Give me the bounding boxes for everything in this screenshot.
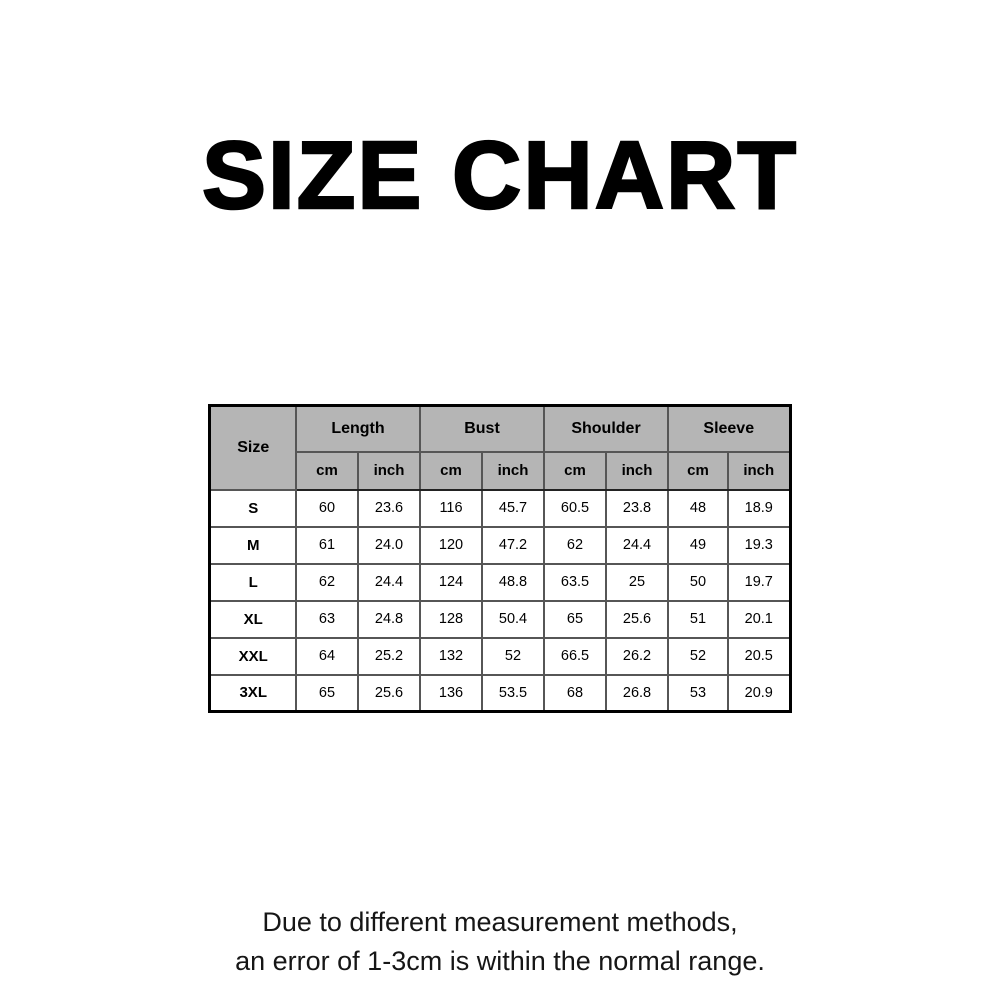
table-cell: 128 — [419, 599, 483, 639]
unit-length-inch: inch — [356, 450, 422, 491]
table-cell: 68 — [543, 673, 607, 713]
table-body: S 60 23.6 116 45.7 60.5 23.8 48 18.9 M 6… — [208, 488, 791, 713]
table-row-m: M 61 24.0 120 47.2 62 24.4 49 19.3 — [208, 525, 791, 565]
header-units-row: cm inch cm inch cm inch cm inch — [210, 450, 791, 491]
size-chart-table: Size Length Bust Shoulder Sleeve cm inch… — [208, 404, 792, 713]
header-sleeve: Sleeve — [667, 404, 791, 453]
table-cell: 19.3 — [727, 525, 791, 565]
table-cell: 25.6 — [356, 673, 422, 713]
table-cell: 49 — [667, 525, 729, 565]
table-cell: 60 — [294, 488, 359, 528]
table-cell: 19.7 — [727, 562, 791, 602]
table-row-xxl: XXL 64 25.2 132 52 66.5 26.2 52 20.5 — [208, 636, 791, 676]
table-row-l: L 62 24.4 124 48.8 63.5 25 50 19.7 — [208, 562, 791, 602]
unit-sleeve-cm: cm — [667, 450, 729, 491]
size-label: XXL — [208, 636, 297, 676]
table-cell: 136 — [419, 673, 483, 713]
unit-bust-inch: inch — [481, 450, 545, 491]
table-cell: 47.2 — [481, 525, 545, 565]
size-label: S — [208, 488, 297, 528]
table-cell: 48 — [667, 488, 729, 528]
table-header: Size Length Bust Shoulder Sleeve cm inch… — [208, 404, 791, 491]
unit-length-cm: cm — [294, 450, 359, 491]
table-cell: 132 — [419, 636, 483, 676]
table-cell: 24.8 — [356, 599, 422, 639]
size-label: M — [208, 525, 297, 565]
table-cell: 52 — [481, 636, 545, 676]
note-line-2: an error of 1-3cm is within the normal r… — [235, 946, 765, 976]
note-line-1: Due to different measurement methods, — [262, 907, 738, 937]
table-cell: 62 — [294, 562, 359, 602]
table-cell: 65 — [294, 673, 359, 713]
table-cell: 52 — [667, 636, 729, 676]
table-row-xl: XL 63 24.8 128 50.4 65 25.6 51 20.1 — [208, 599, 791, 639]
table-cell: 50.4 — [481, 599, 545, 639]
table-cell: 25.6 — [605, 599, 669, 639]
table-container: Size Length Bust Shoulder Sleeve cm inch… — [0, 404, 1000, 713]
header-bust: Bust — [419, 404, 545, 453]
table-cell: 116 — [419, 488, 483, 528]
header-size: Size — [208, 404, 297, 491]
size-label: XL — [208, 599, 297, 639]
page-title: SIZE CHART — [201, 122, 798, 229]
table-cell: 20.5 — [727, 636, 791, 676]
table-cell: 53.5 — [481, 673, 545, 713]
table-cell: 63.5 — [543, 562, 607, 602]
table-cell: 60.5 — [543, 488, 607, 528]
header-shoulder: Shoulder — [543, 404, 669, 453]
table-cell: 65 — [543, 599, 607, 639]
table-row-3xl: 3XL 65 25.6 136 53.5 68 26.8 53 20.9 — [208, 673, 791, 713]
table-cell: 23.8 — [605, 488, 669, 528]
size-label: 3XL — [208, 673, 297, 713]
header-group-row: Size Length Bust Shoulder Sleeve — [208, 404, 791, 491]
table-cell: 120 — [419, 525, 483, 565]
table-cell: 25.2 — [356, 636, 422, 676]
table-cell: 45.7 — [481, 488, 545, 528]
table-cell: 61 — [294, 525, 359, 565]
table-cell: 20.1 — [727, 599, 791, 639]
unit-shoulder-inch: inch — [605, 450, 669, 491]
unit-shoulder-cm: cm — [543, 450, 607, 491]
unit-bust-cm: cm — [419, 450, 483, 491]
table-cell: 25 — [605, 562, 669, 602]
table-cell: 124 — [419, 562, 483, 602]
table-cell: 53 — [667, 673, 729, 713]
table-row-s: S 60 23.6 116 45.7 60.5 23.8 48 18.9 — [208, 488, 791, 528]
table-cell: 63 — [294, 599, 359, 639]
table-cell: 64 — [294, 636, 359, 676]
table-cell: 62 — [543, 525, 607, 565]
table-cell: 66.5 — [543, 636, 607, 676]
table-cell: 26.2 — [605, 636, 669, 676]
table-cell: 20.9 — [727, 673, 791, 713]
table-cell: 50 — [667, 562, 729, 602]
unit-sleeve-inch: inch — [727, 450, 791, 491]
table-cell: 26.8 — [605, 673, 669, 713]
table-cell: 24.4 — [356, 562, 422, 602]
header-length: Length — [294, 404, 422, 453]
table-cell: 48.8 — [481, 562, 545, 602]
table-cell: 51 — [667, 599, 729, 639]
measurement-note: Due to different measurement methods, an… — [0, 903, 1000, 981]
table-cell: 24.0 — [356, 525, 422, 565]
size-label: L — [208, 562, 297, 602]
table-cell: 18.9 — [727, 488, 791, 528]
table-cell: 23.6 — [356, 488, 422, 528]
table-cell: 24.4 — [605, 525, 669, 565]
